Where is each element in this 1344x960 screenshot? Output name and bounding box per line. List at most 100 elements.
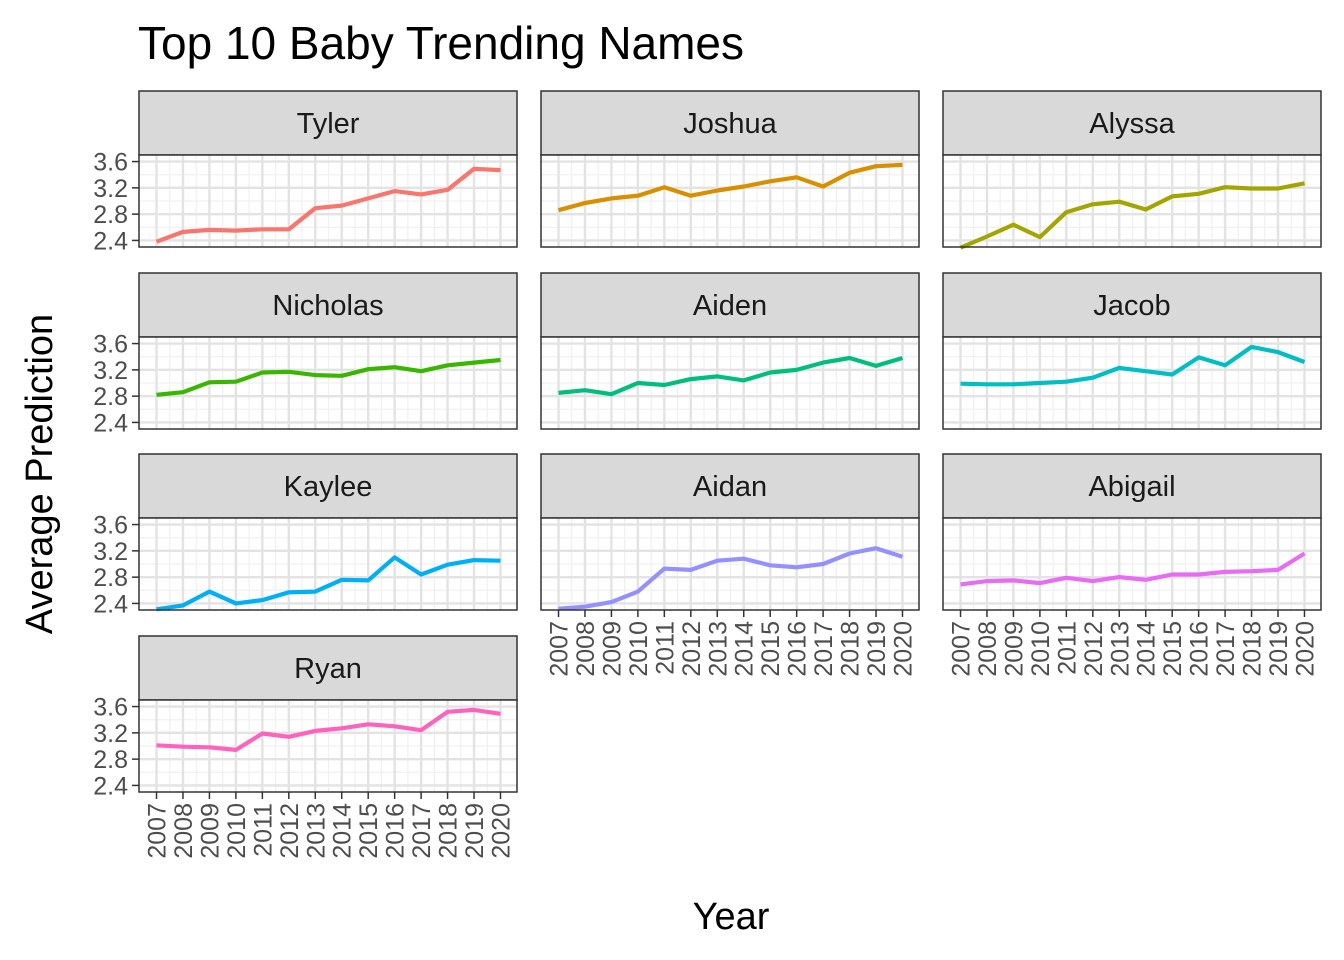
x-tick-label: 2014 bbox=[329, 803, 357, 859]
panel-joshua: Joshua bbox=[540, 90, 920, 248]
facet-strip-label: Abigail bbox=[1088, 471, 1175, 503]
panel-aidan: Aidan20072008200920102011201220132014201… bbox=[540, 453, 920, 677]
panel-border bbox=[942, 517, 1322, 611]
panel-aiden: Aiden bbox=[540, 272, 920, 430]
x-tick-label: 2016 bbox=[784, 621, 812, 677]
x-tick-label: 2020 bbox=[1292, 621, 1320, 677]
y-tick-label: 2.8 bbox=[93, 383, 128, 411]
x-tick-label: 2014 bbox=[731, 621, 759, 677]
y-tick-label: 2.8 bbox=[93, 564, 128, 592]
facet-strip bbox=[942, 272, 1322, 338]
x-tick-label: 2016 bbox=[1186, 621, 1214, 677]
panel-border bbox=[138, 154, 518, 248]
series-line-aidan bbox=[558, 546, 904, 611]
facet-strip bbox=[540, 272, 920, 338]
facet-strip bbox=[138, 453, 518, 519]
facet-strip bbox=[138, 90, 518, 156]
x-tick-label: 2018 bbox=[435, 803, 463, 859]
x-tick-label: 2018 bbox=[1239, 621, 1267, 677]
y-tick-label: 2.4 bbox=[93, 590, 128, 618]
y-tick-label: 3.6 bbox=[93, 149, 128, 177]
y-tick-label: 3.2 bbox=[93, 720, 128, 748]
panel-kaylee: Kaylee 2.42.83.23.6 bbox=[93, 453, 518, 618]
y-tick-label: 2.4 bbox=[93, 409, 128, 437]
x-tick-label: 2015 bbox=[757, 621, 785, 677]
x-tick-label: 2016 bbox=[382, 803, 410, 859]
y-tick-label: 2.4 bbox=[93, 772, 128, 800]
x-tick-label: 2019 bbox=[461, 803, 489, 859]
y-tick-label: 3.6 bbox=[93, 331, 128, 359]
x-tick-label: 2014 bbox=[1133, 621, 1161, 677]
facet-strip-label: Tyler bbox=[297, 108, 360, 140]
x-tick-label: 2009 bbox=[598, 621, 626, 677]
facet-strip-label: Ryan bbox=[294, 653, 362, 685]
x-axis-title: Year bbox=[693, 896, 770, 938]
x-tick-label: 2008 bbox=[572, 621, 600, 677]
x-tick-label: 2013 bbox=[704, 621, 732, 677]
series-line-aiden bbox=[558, 355, 904, 397]
x-tick-label: 2011 bbox=[249, 803, 277, 857]
x-tick-label: 2013 bbox=[1106, 621, 1134, 677]
panel-jacob: Jacob bbox=[942, 272, 1322, 430]
y-tick-label: 2.4 bbox=[93, 227, 128, 255]
chart-title: Top 10 Baby Trending Names bbox=[138, 17, 744, 69]
x-tick-label: 2017 bbox=[1212, 621, 1240, 677]
series-line-ryan bbox=[156, 707, 501, 753]
x-tick-label: 2010 bbox=[625, 621, 653, 677]
panel-border bbox=[138, 336, 518, 430]
facet-strip-label: Jacob bbox=[1093, 290, 1170, 322]
panel-ryan: Ryan 2.42.83.23.6 200720082009201020112012… bbox=[93, 635, 518, 859]
x-tick-label: 2012 bbox=[276, 803, 304, 859]
panel-nicholas: Nicholas 2.42.83.23.6 bbox=[93, 272, 518, 437]
x-tick-label: 2011 bbox=[1053, 621, 1081, 675]
facet-strip bbox=[540, 90, 920, 156]
series-line-alyssa bbox=[959, 181, 1305, 250]
series-line-joshua bbox=[557, 162, 903, 213]
x-tick-label: 2013 bbox=[302, 803, 330, 859]
y-tick-label: 3.6 bbox=[93, 694, 128, 722]
x-tick-label: 2012 bbox=[678, 621, 706, 677]
x-tick-label: 2017 bbox=[408, 803, 436, 859]
y-tick-label: 2.8 bbox=[93, 201, 128, 229]
panel-abigail: Abigail200720082009201020112012201320142… bbox=[942, 453, 1322, 677]
y-tick-label: 3.6 bbox=[93, 512, 128, 540]
x-tick-label: 2008 bbox=[974, 621, 1002, 677]
y-tick-label: 3.2 bbox=[93, 175, 128, 203]
x-tick-label: 2020 bbox=[488, 803, 516, 859]
x-tick-label: 2007 bbox=[144, 803, 172, 859]
panel-border bbox=[138, 699, 518, 793]
x-tick-label: 2012 bbox=[1080, 621, 1108, 677]
panel-tyler: Tyler 2.42.83.23.6 bbox=[93, 90, 518, 255]
panel-border bbox=[540, 154, 920, 248]
x-tick-label: 2019 bbox=[1265, 621, 1293, 677]
x-tick-label: 2007 bbox=[546, 621, 574, 677]
y-axis-title: Average Prediction bbox=[19, 314, 61, 634]
x-tick-label: 2009 bbox=[196, 803, 224, 859]
x-tick-label: 2018 bbox=[837, 621, 865, 677]
facet-strip bbox=[138, 635, 518, 701]
facet-strip-label: Joshua bbox=[683, 108, 777, 140]
facet-strip bbox=[942, 90, 1322, 156]
facet-strip-label: Alyssa bbox=[1089, 108, 1175, 140]
x-tick-label: 2010 bbox=[1027, 621, 1055, 677]
x-tick-label: 2017 bbox=[810, 621, 838, 677]
facet-strip bbox=[138, 272, 518, 338]
series-line-abigail bbox=[960, 551, 1306, 587]
x-tick-label: 2015 bbox=[1159, 621, 1187, 677]
series-line-kaylee bbox=[156, 555, 501, 612]
y-tick-label: 2.8 bbox=[93, 746, 128, 774]
series-line-tyler bbox=[155, 166, 501, 244]
facet-strip-label: Nicholas bbox=[272, 290, 383, 322]
x-tick-label: 2019 bbox=[863, 621, 891, 677]
panel-border bbox=[942, 336, 1322, 430]
x-tick-label: 2011 bbox=[651, 621, 679, 675]
panel-alyssa: Alyssa bbox=[942, 90, 1322, 250]
x-tick-label: 2008 bbox=[170, 803, 198, 859]
facet-strip-label: Kaylee bbox=[284, 471, 373, 503]
panel-border bbox=[540, 517, 920, 611]
panel-border bbox=[942, 154, 1322, 248]
panel-border bbox=[138, 517, 518, 611]
series-line-nicholas bbox=[156, 357, 501, 397]
